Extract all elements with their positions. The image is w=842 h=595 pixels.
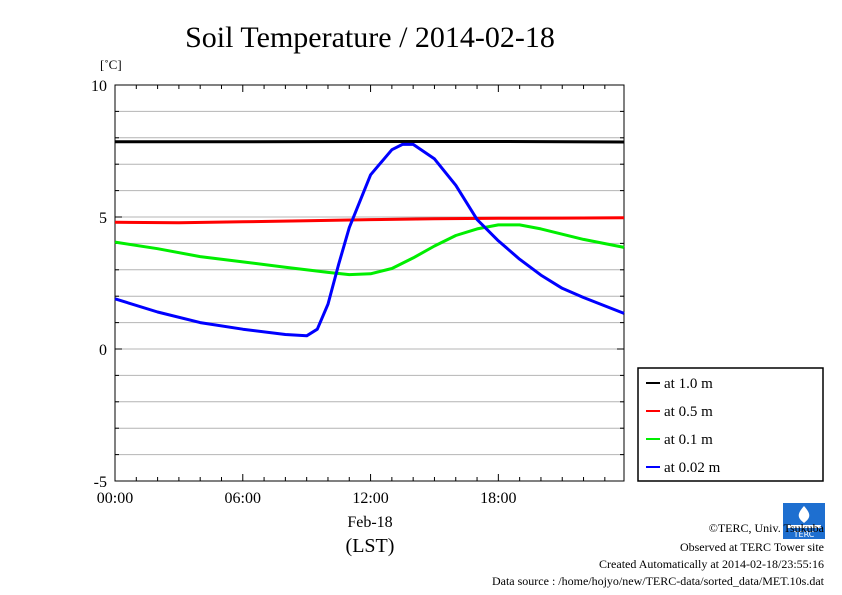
legend-label: at 0.5 m <box>664 404 713 420</box>
date-label: Feb-18 <box>347 514 392 531</box>
y-tick-label: 0 <box>99 342 107 359</box>
credit-created: Created Automatically at 2014-02-18/23:5… <box>599 557 824 571</box>
legend-label: at 0.1 m <box>664 432 713 448</box>
plot-frame <box>114 84 625 482</box>
x-tick-label: 00:00 <box>97 490 133 507</box>
y-tick-label: 10 <box>91 78 107 95</box>
y-unit-label: [˚C] <box>100 57 122 72</box>
legend: at 1.0 m at 0.5 m at 0.1 m at 0.02 m <box>637 367 824 482</box>
y-tick-label: 5 <box>99 210 107 227</box>
legend-box <box>637 367 824 482</box>
x-tick-label: 18:00 <box>480 490 516 507</box>
series-line-at-0-02-m <box>114 142 625 338</box>
legend-label: at 1.0 m <box>664 376 713 392</box>
series-line-at-0-5-m <box>114 216 625 225</box>
credit-observed: Observed at TERC Tower site <box>679 540 824 554</box>
x-axis-label: (LST) <box>346 535 395 557</box>
x-tick-label: 12:00 <box>352 490 388 507</box>
credit-source: Data source : /home/hojyo/new/TERC-data/… <box>491 574 824 588</box>
x-tick-label: 06:00 <box>225 490 261 507</box>
series-line-at-1-0-m <box>115 140 625 144</box>
y-tick-label: -5 <box>94 474 107 491</box>
credit-copyright: ©TERC, Univ. Tsukuba <box>708 521 824 535</box>
chart-title: Soil Temperature / 2014-02-18 <box>185 21 555 54</box>
legend-label: at 0.02 m <box>664 460 721 476</box>
series-line-at-0-1-m <box>114 223 625 277</box>
logo-text: TERC <box>793 530 815 539</box>
plot-area: 10 5 0 -500:00 06:00 12:00 18:00 <box>91 78 625 507</box>
terc-logo: TERC <box>783 503 825 539</box>
